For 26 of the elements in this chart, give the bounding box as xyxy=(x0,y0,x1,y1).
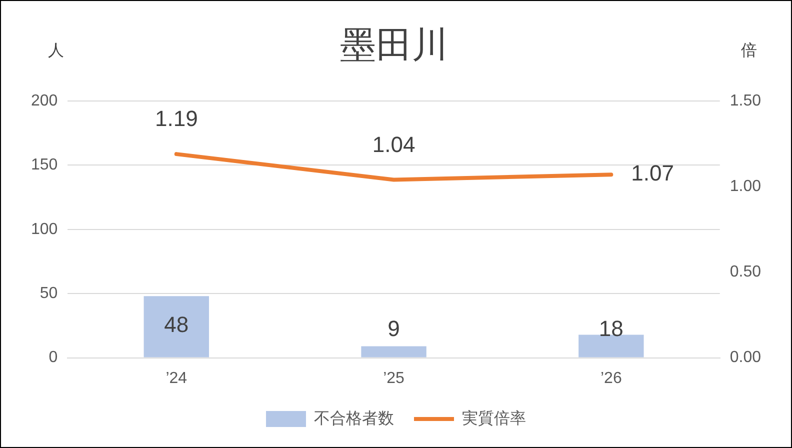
data-label: 1.04 xyxy=(372,132,416,157)
x-tick-label: ’26 xyxy=(600,370,622,387)
bar xyxy=(361,346,426,358)
x-tick-label: ’24 xyxy=(166,370,188,387)
y-tick-label: 100 xyxy=(30,220,58,238)
data-label: 1.07 xyxy=(631,160,674,186)
y2-tick-label: 0.50 xyxy=(730,264,762,281)
y2-tick-label: 1.00 xyxy=(730,178,762,196)
y-tick-label: 0 xyxy=(48,349,58,366)
y2-axis-title: 倍 xyxy=(741,41,757,60)
y-tick-label: 150 xyxy=(30,156,58,174)
legend-label: 不合格者数 xyxy=(314,409,394,428)
data-label: 1.19 xyxy=(154,106,198,132)
bar xyxy=(578,334,644,358)
bar xyxy=(144,296,209,358)
x-tick-label: ’25 xyxy=(383,370,405,387)
y2-tick-label: 0.00 xyxy=(730,349,762,366)
y-tick-label: 200 xyxy=(30,92,58,110)
y-tick-label: 50 xyxy=(40,285,58,302)
data-label: 48 xyxy=(164,312,189,338)
data-label: 18 xyxy=(598,316,624,341)
legend-label: 実質倍率 xyxy=(462,409,526,428)
chart-title: 墨田川 xyxy=(340,24,448,65)
data-label: 9 xyxy=(388,316,400,341)
y2-tick-label: 1.50 xyxy=(730,92,762,110)
y-axis-title: 人 xyxy=(48,42,64,60)
